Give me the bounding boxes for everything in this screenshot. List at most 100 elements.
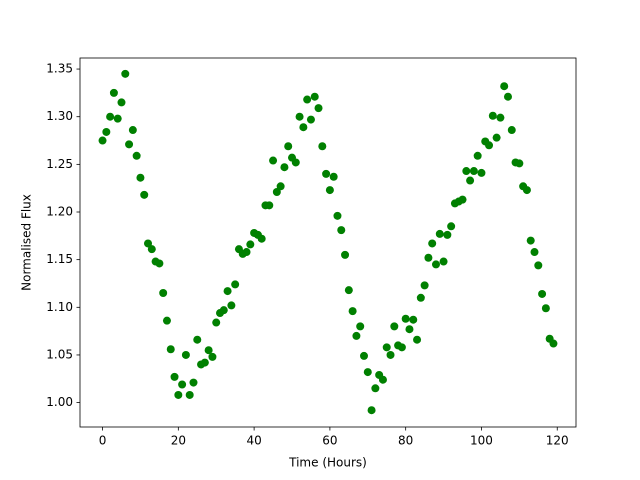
scatter-point xyxy=(485,141,494,150)
scatter-point xyxy=(413,335,422,344)
scatter-point xyxy=(265,201,274,210)
scatter-point xyxy=(109,88,118,97)
scatter-point xyxy=(405,325,414,334)
scatter-point xyxy=(113,114,122,123)
scatter-point xyxy=(428,239,437,248)
scatter-point xyxy=(526,236,535,245)
scatter-point xyxy=(500,82,509,91)
x-tick-label: 80 xyxy=(398,434,413,448)
y-tick-label: 1.30 xyxy=(46,109,73,123)
x-tick-label: 60 xyxy=(322,434,337,448)
scatter-point xyxy=(117,98,126,107)
scatter-point xyxy=(359,351,368,360)
scatter-point xyxy=(401,314,410,323)
scatter-point xyxy=(121,69,130,78)
scatter-point xyxy=(329,172,338,181)
scatter-point xyxy=(439,257,448,266)
x-tick-label: 120 xyxy=(546,434,569,448)
y-tick-label: 1.10 xyxy=(46,300,73,314)
scatter-point xyxy=(462,167,471,176)
scatter-point xyxy=(231,280,240,289)
scatter-point xyxy=(178,380,187,389)
scatter-point xyxy=(371,384,380,393)
scatter-point xyxy=(272,187,281,196)
scatter-point xyxy=(291,158,300,167)
scatter-point xyxy=(284,142,293,151)
scatter-point xyxy=(420,281,429,290)
scatter-point xyxy=(269,156,278,165)
scatter-point xyxy=(447,222,456,231)
scatter-point xyxy=(136,173,145,182)
scatter-point xyxy=(170,372,179,381)
scatter-point xyxy=(147,245,156,254)
scatter-point xyxy=(344,286,353,295)
scatter-point xyxy=(102,127,111,136)
scatter-point xyxy=(219,306,228,315)
scatter-point xyxy=(337,226,346,235)
scatter-point xyxy=(386,350,395,359)
scatter-point xyxy=(503,92,512,101)
y-tick-label: 1.25 xyxy=(46,157,73,171)
x-axis-label: Time (Hours) xyxy=(288,456,367,470)
scatter-point xyxy=(549,339,558,348)
scatter-point xyxy=(162,316,171,325)
x-tick-label: 100 xyxy=(470,434,493,448)
y-tick-label: 1.00 xyxy=(46,395,73,409)
scatter-point xyxy=(431,260,440,269)
scatter-point xyxy=(185,390,194,399)
scatter-point xyxy=(341,250,350,259)
scatter-point xyxy=(306,115,315,124)
scatter-point xyxy=(469,167,478,176)
scatter-point xyxy=(534,261,543,270)
scatter-point xyxy=(397,343,406,352)
scatter-point xyxy=(378,375,387,384)
scatter-point xyxy=(208,352,217,361)
scatter-point xyxy=(204,346,213,355)
scatter-point xyxy=(98,136,107,145)
scatter-point xyxy=(295,112,304,121)
scatter-point xyxy=(538,289,547,298)
scatter-point xyxy=(159,289,168,298)
scatter-point xyxy=(193,335,202,344)
scatter-point xyxy=(166,345,175,354)
scatter-point xyxy=(541,304,550,313)
scatter-point xyxy=(257,234,266,243)
scatter-point xyxy=(155,259,164,268)
y-tick-label: 1.05 xyxy=(46,347,73,361)
scatter-point xyxy=(310,92,319,101)
y-tick-label: 1.20 xyxy=(46,205,73,219)
scatter-point xyxy=(314,104,323,113)
scatter-point xyxy=(382,343,391,352)
scatter-point xyxy=(227,301,236,310)
x-tick-label: 20 xyxy=(171,434,186,448)
scatter-point xyxy=(144,239,153,248)
scatter-point xyxy=(348,307,357,316)
scatter-point xyxy=(174,390,183,399)
scatter-point xyxy=(132,151,141,160)
scatter-point xyxy=(390,322,399,331)
scatter-point xyxy=(181,350,190,359)
scatter-point xyxy=(189,378,198,387)
scatter-point xyxy=(280,163,289,172)
scatter-point xyxy=(140,190,149,199)
scatter-point xyxy=(303,95,312,104)
scatter-point xyxy=(492,133,501,142)
x-tick-label: 0 xyxy=(99,434,107,448)
y-tick-label: 1.15 xyxy=(46,252,73,266)
scatter-point xyxy=(223,287,232,296)
scatter-point xyxy=(242,248,251,257)
scatter-point xyxy=(443,230,452,239)
scatter-point xyxy=(507,126,516,135)
scatter-point xyxy=(363,368,372,377)
y-tick-label: 1.35 xyxy=(46,62,73,76)
scatter-point xyxy=(477,168,486,177)
scatter-point xyxy=(333,211,342,220)
plot-frame xyxy=(79,57,577,428)
scatter-point xyxy=(435,229,444,238)
scatter-point xyxy=(496,113,505,122)
scatter-point xyxy=(322,169,331,178)
scatter-point xyxy=(128,126,137,135)
scatter-point xyxy=(125,140,134,149)
scatter-point xyxy=(466,176,475,185)
